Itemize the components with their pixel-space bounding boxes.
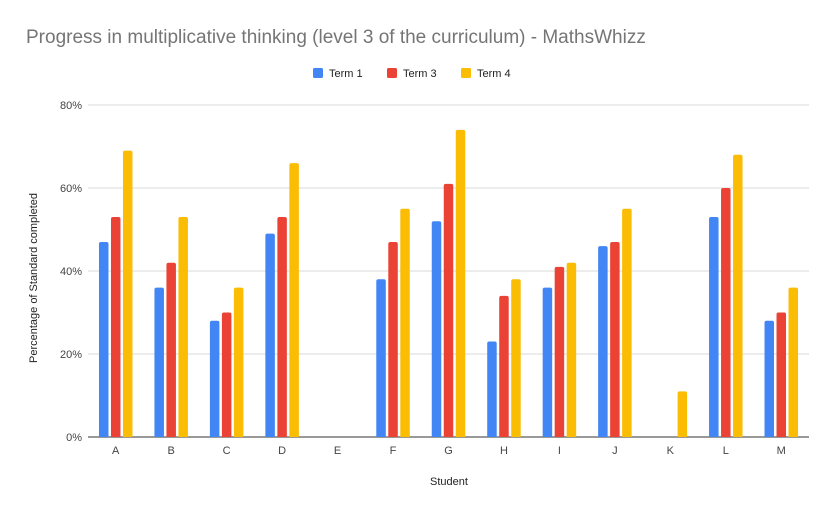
- bar: [233, 287, 244, 437]
- bar: [764, 320, 775, 437]
- y-tick-label: 80%: [60, 100, 82, 112]
- bar: [221, 312, 232, 437]
- bar: [376, 279, 386, 437]
- bar: [499, 295, 509, 437]
- bar: [98, 241, 109, 437]
- legend-label: Term 1: [329, 68, 363, 80]
- y-tick-label: 40%: [60, 266, 82, 278]
- bar: [709, 217, 719, 437]
- bar: [622, 208, 632, 437]
- y-tick-label: 60%: [60, 183, 82, 195]
- bar: [776, 312, 787, 437]
- bar: [166, 262, 176, 437]
- x-tick-label: J: [612, 445, 618, 457]
- bar: [554, 266, 565, 437]
- x-tick-label: H: [500, 445, 508, 457]
- legend: Term 1 Term 3 Term 4: [313, 68, 511, 80]
- bar: [154, 287, 164, 437]
- legend-label: Term 3: [403, 68, 437, 80]
- bar: [209, 320, 220, 437]
- legend-swatch: [387, 68, 397, 78]
- bar: [455, 129, 466, 437]
- bar: [110, 217, 121, 437]
- x-tick-label: M: [777, 445, 786, 457]
- x-tick-label: G: [444, 445, 453, 457]
- bar: [677, 391, 688, 437]
- legend-swatch: [313, 68, 323, 78]
- x-tick-label: D: [278, 445, 286, 457]
- x-tick-label: F: [390, 445, 397, 457]
- x-axis-ticks: A B C D E F G H I J K L M: [112, 445, 786, 457]
- x-tick-label: B: [168, 445, 175, 457]
- x-tick-label: A: [112, 445, 120, 457]
- legend-swatch: [461, 68, 471, 78]
- bar: [178, 217, 188, 437]
- bar: [289, 163, 299, 437]
- x-tick-label: K: [667, 445, 675, 457]
- bar: [400, 208, 410, 437]
- x-tick-label: C: [223, 445, 231, 457]
- bar: [277, 217, 287, 437]
- bar: [788, 287, 799, 437]
- bar: [598, 246, 608, 437]
- bar: [721, 188, 731, 437]
- bar: [566, 262, 577, 437]
- bar: [443, 183, 454, 437]
- legend-label: Term 4: [477, 68, 511, 80]
- y-tick-label: 0%: [66, 432, 82, 444]
- y-axis-title: Percentage of Standard completed: [28, 193, 40, 363]
- bar: [265, 233, 275, 437]
- bar: [733, 154, 743, 438]
- x-axis-title: Student: [430, 476, 468, 488]
- bar: [122, 150, 133, 437]
- x-tick-label: I: [558, 445, 561, 457]
- bar: [388, 241, 398, 437]
- bar: [610, 241, 620, 437]
- bars: [98, 129, 799, 438]
- bar: [511, 279, 521, 437]
- bar: [542, 287, 553, 437]
- bar: [487, 341, 497, 437]
- y-axis-ticks: 0% 20% 40% 60% 80%: [60, 100, 82, 444]
- bar: [431, 221, 442, 437]
- x-tick-label: E: [334, 445, 341, 457]
- chart-title: Progress in multiplicative thinking (lev…: [26, 27, 646, 48]
- x-tick-label: L: [723, 445, 729, 457]
- y-tick-label: 20%: [60, 349, 82, 361]
